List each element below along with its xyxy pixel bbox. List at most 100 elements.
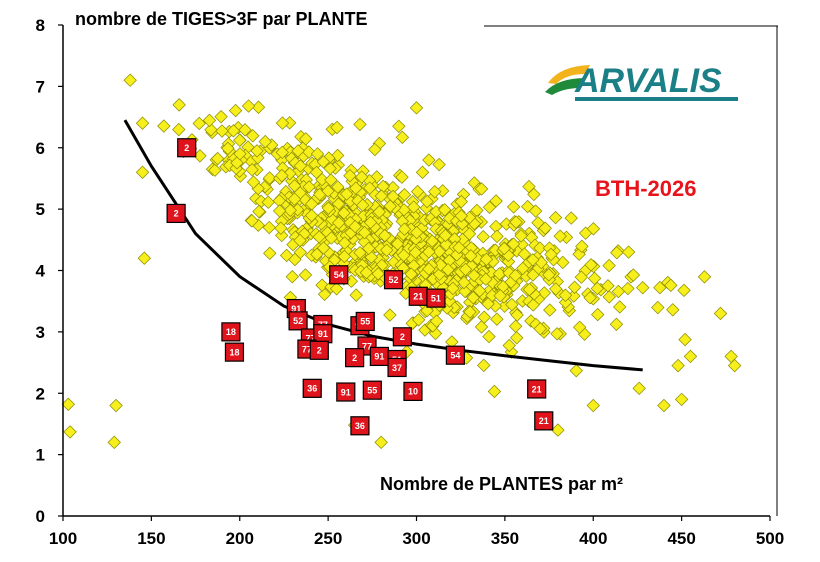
scatter-point (324, 173, 338, 187)
scatter-point (107, 435, 121, 450)
scatter-point (226, 124, 241, 138)
scatter-point (508, 319, 523, 333)
scatter-point (481, 297, 495, 311)
scatter-point (572, 320, 587, 334)
scatter-point (432, 244, 447, 259)
x-tick-label: 450 (667, 529, 695, 548)
scatter-point (356, 198, 370, 212)
x-tick-label: 250 (314, 529, 342, 548)
scatter-point (584, 258, 598, 272)
scatter-point (210, 151, 225, 166)
scatter-point (374, 435, 388, 450)
scatter-point (586, 222, 601, 236)
y-tick-label: 3 (36, 323, 45, 342)
highlight-label: 77 (305, 333, 315, 343)
highlight-label: 36 (355, 421, 365, 431)
scatter-point (506, 200, 521, 214)
scatter-point (489, 194, 503, 208)
scatter-point (374, 189, 389, 203)
trend-line (123, 119, 643, 372)
highlight-square (336, 382, 356, 402)
scatter-point (558, 295, 573, 310)
scatter-point (526, 298, 540, 312)
scatter-point (467, 268, 481, 283)
scatter-point (245, 214, 259, 228)
scatter-point (455, 217, 469, 231)
scatter-point (550, 327, 564, 341)
scatter-point (558, 288, 573, 302)
highlight-label: 2 (352, 353, 357, 363)
scatter-point (215, 124, 229, 138)
y-tick-label: 6 (36, 139, 45, 158)
scatter-point (510, 331, 524, 345)
scatter-point (428, 184, 442, 199)
scatter-point (309, 165, 324, 180)
scatter-point (651, 300, 665, 315)
highlight-label: 21 (539, 416, 549, 426)
scatter-point (337, 236, 352, 250)
bth-annotation: BTH-2026 (595, 176, 696, 201)
scatter-point (172, 98, 186, 112)
scatter-point (583, 291, 597, 305)
scatter-point (497, 241, 511, 256)
scatter-point (275, 116, 290, 130)
highlight-point: 2 (392, 327, 412, 347)
highlight-points-layer: 2218189152777791772549155772915251372215… (166, 138, 554, 436)
highlight-label: 51 (431, 293, 441, 303)
scatter-point (355, 170, 369, 184)
scatter-point (613, 300, 627, 314)
highlight-square (445, 345, 465, 365)
scatter-point (490, 312, 504, 326)
highlight-point: 18 (221, 322, 241, 342)
scatter-point (506, 237, 521, 251)
scatter-point (683, 349, 698, 364)
scatter-point (298, 268, 313, 282)
scatter-point (609, 317, 624, 332)
scatter-point (586, 398, 600, 413)
y-tick-label: 5 (36, 200, 45, 219)
scatter-point (487, 384, 502, 399)
scatter-point (263, 246, 277, 261)
arvalis-logo: ARVALIS (545, 62, 738, 101)
scatter-point (664, 278, 678, 293)
scatter-point (657, 398, 671, 413)
scatter-point (359, 265, 374, 280)
scatter-point (261, 195, 275, 209)
scatter-point (671, 358, 685, 373)
highlight-square (350, 416, 370, 436)
x-tick-label: 200 (226, 529, 254, 548)
scatter-point (458, 262, 473, 277)
highlight-point: 52 (383, 270, 404, 290)
scatter-point (262, 171, 277, 185)
scatter-point (228, 103, 243, 118)
scatter-point (463, 305, 477, 319)
highlight-label: 77 (302, 344, 312, 354)
highlight-square (288, 311, 308, 331)
logo-underline (575, 97, 738, 101)
scatter-point (575, 239, 589, 254)
scatter-point (214, 109, 228, 124)
highlight-point: 54 (329, 265, 349, 285)
scatter-point (321, 184, 335, 198)
scatter-point (410, 225, 424, 240)
scatter-point (337, 206, 351, 220)
scatter-point (246, 129, 260, 143)
scatter-point (275, 168, 289, 183)
scatter-point (533, 322, 547, 336)
highlight-point: 21 (527, 379, 547, 399)
scatter-point (429, 314, 444, 328)
scatter-point (395, 170, 409, 184)
scatter-point (522, 282, 537, 297)
scatter-point (316, 241, 331, 255)
highlight-label: 18 (229, 347, 239, 357)
x-tick-label: 150 (137, 529, 165, 548)
scatter-point (137, 251, 151, 265)
scatter-point (438, 228, 453, 243)
highlight-label: 91 (291, 304, 301, 314)
scatter-point (551, 423, 565, 437)
scatter-point (135, 116, 150, 130)
scatter-point (569, 363, 583, 378)
highlight-label: 2 (317, 346, 322, 356)
y-tick-label: 0 (36, 507, 45, 526)
